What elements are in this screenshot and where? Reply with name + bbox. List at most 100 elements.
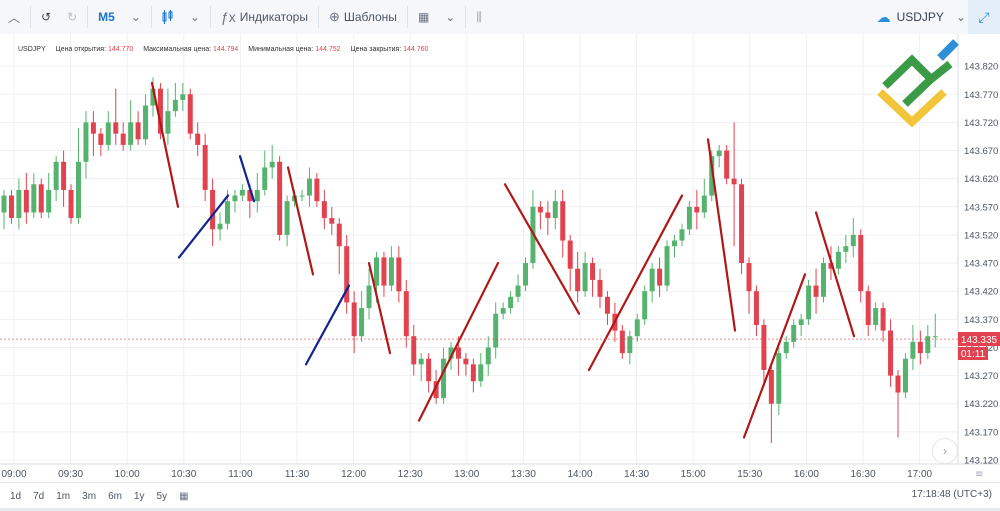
y-tick-label: 143.270 — [964, 371, 998, 382]
chart-toolbar: ︿ ↺ ↻ M5 ⌄ ⌄ ƒx Индикаторы ⊕ Шаблоны ▦ ⌄… — [0, 0, 1000, 35]
candle-body — [679, 229, 685, 241]
period-1m[interactable]: 1m — [56, 490, 71, 502]
x-tick-label: 16:00 — [794, 469, 819, 480]
candle-body — [232, 195, 238, 202]
high-label: Максимальная цена: — [143, 46, 212, 53]
candle-body — [306, 178, 312, 196]
trendline-red — [417, 261, 500, 422]
calendar-range-icon[interactable]: ▦ — [179, 490, 189, 502]
candle-body — [657, 268, 663, 286]
candle-body — [247, 189, 253, 202]
x-tick-label: 11:30 — [285, 469, 310, 480]
y-tick-label: 143.720 — [964, 118, 998, 129]
candle-body — [277, 161, 283, 235]
candle-body — [61, 161, 67, 190]
open-value: 144.770 — [107, 46, 134, 53]
candle-body — [627, 336, 633, 354]
chevron-down-icon[interactable]: ⌄ — [130, 10, 141, 24]
candle-body — [31, 184, 37, 213]
candle-body — [821, 263, 826, 297]
candle-body — [932, 336, 938, 338]
candle-body — [143, 105, 149, 140]
x-tick-label: 13:00 — [454, 469, 479, 480]
toolbar-separator — [30, 6, 32, 28]
candle-body — [254, 189, 260, 202]
period-6m[interactable]: 6m — [108, 490, 122, 502]
clock: 17:18:48 (UTC+3) — [911, 489, 992, 500]
candle-body — [500, 308, 506, 314]
redo-icon[interactable]: ↻ — [67, 10, 78, 24]
candle-body — [239, 189, 245, 196]
candle-body — [582, 263, 588, 292]
indicators-button[interactable]: ƒx Индикаторы — [213, 0, 316, 34]
period-7d[interactable]: 7d — [33, 490, 45, 502]
candle-body — [98, 133, 104, 145]
candlestick-type-icon[interactable] — [154, 0, 182, 34]
candle-body — [150, 88, 156, 106]
candle-body — [880, 308, 886, 331]
candle-body — [210, 189, 216, 230]
candle-body — [46, 189, 52, 213]
candle-body — [768, 369, 774, 404]
candle-body — [76, 161, 81, 219]
candle-body — [157, 88, 163, 134]
candle-body — [90, 122, 96, 134]
x-tick-label: 09:30 — [58, 469, 83, 480]
timeframe-selector[interactable]: M5 — [98, 10, 115, 24]
period-1y[interactable]: 1y — [133, 490, 145, 502]
candle-body — [321, 201, 327, 219]
trendline-red — [503, 183, 581, 315]
candle-body — [23, 189, 29, 213]
toolbar-separator — [465, 6, 467, 28]
chevron-down-icon[interactable]: ⌄ — [445, 10, 456, 24]
collapse-icon[interactable]: ︿ — [8, 10, 21, 25]
candle-body — [336, 223, 342, 247]
toolbar-separator — [209, 6, 211, 28]
price-chart[interactable]: 09:00 09:30 10:00 10:30 11:00 11:30 12:00 12:30… — [0, 34, 1000, 482]
bar-chart-icon[interactable]: ⫼ — [476, 9, 482, 24]
candle-body — [865, 291, 871, 325]
trendline-red — [706, 138, 737, 332]
candle-body — [366, 285, 372, 309]
fullscreen-icon[interactable]: ⤢ — [968, 0, 1000, 34]
period-1d[interactable]: 1d — [10, 490, 22, 502]
candle-body — [724, 150, 730, 179]
period-bar: 1d 7d 1m 3m 6m 1y 5y ▦ — [0, 482, 1000, 509]
candle-body — [411, 336, 417, 365]
close-label: Цена закрытия: — [350, 46, 402, 53]
candle-body — [664, 246, 670, 286]
candle-body — [1, 195, 7, 213]
period-5y[interactable]: 5y — [156, 490, 168, 502]
candle-body — [813, 285, 819, 297]
y-tick-label: 143.420 — [964, 287, 998, 298]
x-tick-label: 10:00 — [115, 469, 140, 480]
candle-body — [888, 330, 894, 376]
candle-body — [701, 195, 707, 213]
undo-icon[interactable]: ↺ — [41, 10, 52, 24]
candle-body — [634, 319, 640, 337]
candle-body — [739, 184, 745, 264]
trendline-red — [742, 273, 807, 439]
candle-body — [925, 336, 931, 354]
candle-body — [672, 240, 677, 247]
candle-body — [202, 144, 208, 190]
candle-body — [470, 364, 476, 382]
scroll-right-icon[interactable]: › — [932, 438, 958, 464]
chart-background — [0, 34, 1000, 482]
symbol-selector[interactable]: ☁ USDJPY ⌄ — [877, 0, 966, 34]
chevron-down-icon[interactable]: ⌄ — [189, 10, 200, 24]
toolbar-separator — [406, 6, 408, 28]
x-tick-label: 11:00 — [228, 469, 253, 480]
trendline-blue — [177, 194, 230, 259]
period-3m[interactable]: 3m — [82, 490, 97, 502]
x-tick-label: 09:00 — [1, 469, 26, 480]
candle-body — [314, 178, 320, 202]
candle-body — [567, 240, 573, 269]
candle-body — [686, 206, 692, 230]
templates-button[interactable]: ⊕ Шаблоны — [321, 0, 405, 34]
candle-body — [776, 353, 782, 404]
candle-body — [783, 341, 789, 354]
candle-body — [403, 291, 409, 337]
calendar-icon[interactable]: ▦ — [417, 10, 430, 24]
candle-body — [545, 212, 551, 219]
